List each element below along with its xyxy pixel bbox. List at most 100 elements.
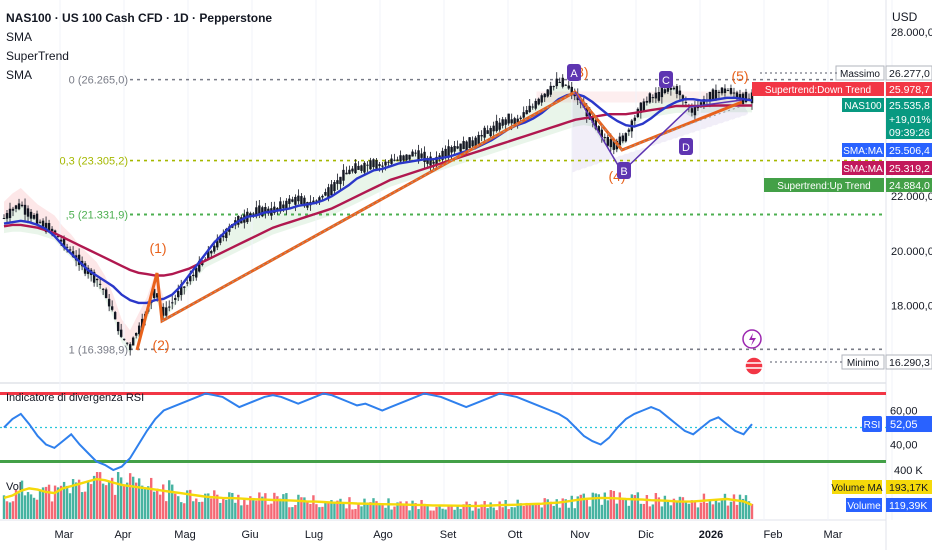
candle-body bbox=[642, 101, 646, 111]
indicator-supertrend[interactable]: SuperTrend bbox=[6, 49, 69, 63]
volume-ma-value: 193,17K bbox=[889, 482, 928, 494]
candle-body bbox=[405, 154, 408, 161]
candle-body bbox=[95, 278, 99, 281]
price-value-label: +19,01% bbox=[889, 114, 931, 126]
volume-bar bbox=[567, 507, 570, 519]
volume-bar bbox=[195, 498, 198, 519]
volume-tag bbox=[846, 498, 882, 512]
candle-body bbox=[125, 342, 129, 344]
volume-bar bbox=[741, 498, 745, 519]
volume-bar bbox=[750, 503, 754, 519]
candle-body bbox=[465, 141, 468, 153]
wave-label: (5) bbox=[731, 68, 748, 84]
volume-bar bbox=[474, 501, 477, 519]
volume-bar bbox=[342, 502, 345, 519]
volume-bar bbox=[600, 504, 603, 519]
volume-bar bbox=[192, 501, 195, 519]
candle-body bbox=[420, 153, 423, 158]
candle-body bbox=[222, 235, 225, 238]
volume-ma-value-box bbox=[886, 480, 932, 494]
indicator-sma-1[interactable]: SMA bbox=[6, 30, 33, 44]
volume-bar bbox=[378, 504, 381, 519]
candle-body bbox=[225, 228, 228, 238]
price-value-box bbox=[886, 161, 932, 175]
volume-bar bbox=[414, 503, 417, 519]
candle-body bbox=[186, 282, 189, 284]
lines-layer bbox=[3, 90, 753, 351]
candle-body bbox=[720, 87, 724, 94]
volume-bar bbox=[56, 487, 60, 519]
candle-body bbox=[522, 112, 525, 118]
candle-body bbox=[528, 105, 531, 113]
volume-bar bbox=[128, 473, 132, 519]
candle-body bbox=[681, 95, 685, 100]
candle-body bbox=[513, 118, 516, 124]
price-value-box bbox=[886, 98, 932, 112]
candle-body bbox=[498, 122, 501, 130]
price-value-label: 25.535,8 bbox=[889, 100, 930, 112]
rsi-value-box bbox=[886, 416, 932, 433]
volume-bar bbox=[702, 493, 706, 519]
volume-bar bbox=[315, 504, 318, 519]
volume-bar bbox=[657, 497, 661, 519]
candle-body bbox=[330, 184, 333, 196]
candle-body bbox=[50, 228, 54, 232]
grid-layer bbox=[59, 0, 893, 520]
volume-bar bbox=[399, 501, 402, 519]
candle-body bbox=[324, 192, 327, 196]
candle-body bbox=[303, 197, 306, 207]
volume-title[interactable]: Vol bbox=[6, 481, 22, 493]
volume-bar bbox=[255, 500, 258, 519]
volume-bar bbox=[396, 502, 399, 519]
volume-bar bbox=[2, 495, 6, 519]
price-tag-label: SMA:MA bbox=[843, 146, 883, 157]
volume-bar bbox=[159, 494, 162, 519]
symbol-title[interactable]: NAS100 · US 100 Cash CFD · 1D · Pepperst… bbox=[6, 11, 273, 25]
volume-tag-label: Volume bbox=[847, 501, 881, 512]
volume-bar bbox=[98, 472, 102, 519]
volume-bar bbox=[390, 509, 393, 519]
volume-bar bbox=[11, 501, 15, 519]
volume-bar bbox=[366, 502, 369, 519]
volume-bar bbox=[279, 498, 282, 519]
candle-body bbox=[666, 86, 670, 92]
price-tag-label: NAS100 bbox=[844, 101, 882, 112]
volume-bar bbox=[258, 492, 261, 519]
candle-body bbox=[750, 92, 754, 104]
price-value-box bbox=[886, 143, 932, 157]
volume-bar bbox=[171, 484, 174, 519]
volume-bar bbox=[348, 497, 351, 519]
candle-body bbox=[315, 200, 318, 202]
volume-bar bbox=[675, 500, 679, 519]
candle-body bbox=[59, 239, 63, 242]
candle-body bbox=[651, 97, 655, 99]
volume-bar bbox=[333, 503, 336, 519]
candle-body bbox=[357, 165, 360, 170]
volume-bar bbox=[246, 504, 249, 519]
volume-bar bbox=[282, 494, 285, 519]
volume-bar bbox=[498, 501, 501, 519]
volume-layer: 400 K Volume MA 193,17K Volume 119,39K bbox=[2, 465, 932, 519]
rsi-title[interactable]: Indicatore di divergenza RSI bbox=[6, 392, 145, 404]
indicator-sma-2[interactable]: SMA bbox=[6, 68, 33, 82]
volume-bar bbox=[77, 479, 81, 519]
price-tag-box bbox=[842, 143, 884, 157]
volume-bar bbox=[291, 507, 294, 519]
volume-bar bbox=[411, 500, 414, 519]
x-axis-tick-label: Feb bbox=[764, 529, 783, 541]
candle-body bbox=[564, 84, 567, 86]
candle-body bbox=[345, 172, 348, 175]
candle-body bbox=[645, 100, 649, 103]
volume-bar bbox=[516, 499, 519, 519]
volume-bar bbox=[543, 498, 546, 519]
volume-bar bbox=[513, 507, 516, 519]
currency-label[interactable]: USD bbox=[892, 10, 918, 24]
volume-bar bbox=[146, 486, 150, 519]
volume-bar bbox=[228, 492, 231, 519]
candle-body bbox=[612, 139, 616, 150]
fib-level-label: 1 (16.398,9) bbox=[69, 344, 128, 356]
candle-body bbox=[162, 306, 165, 316]
volume-bar bbox=[561, 498, 564, 519]
